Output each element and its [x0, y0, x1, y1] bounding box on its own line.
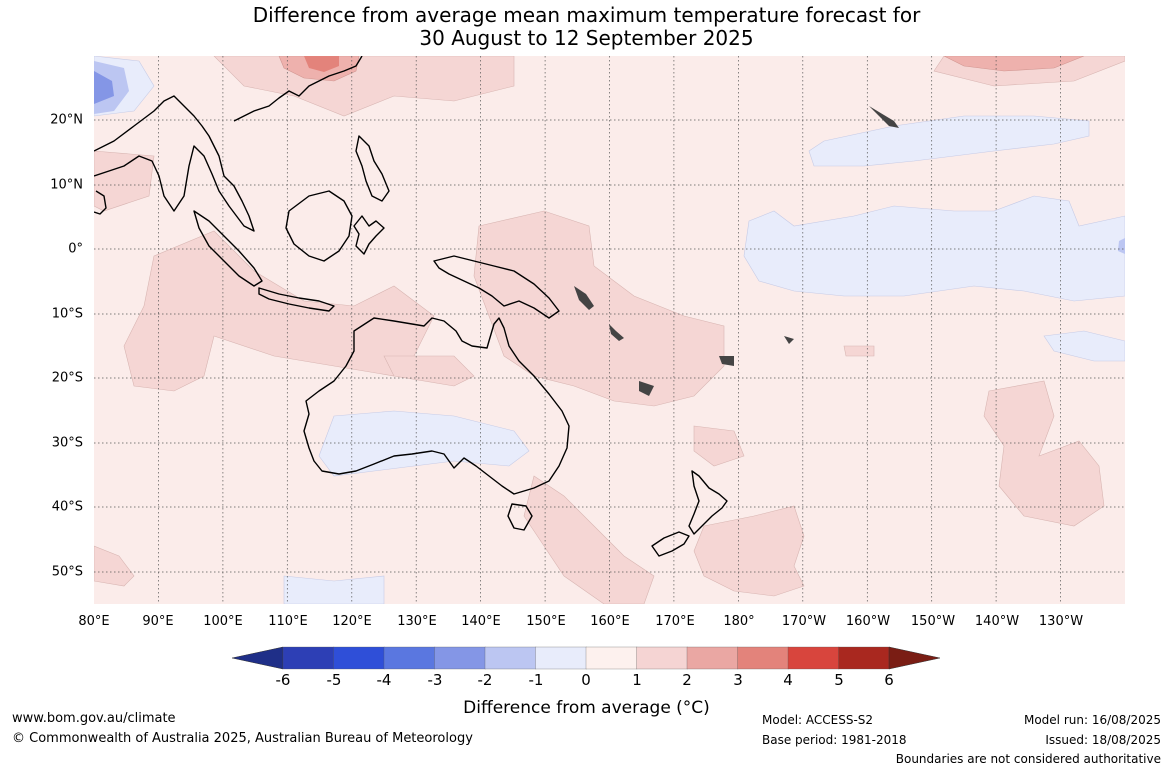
lat-label: 0°	[68, 241, 83, 257]
colorbar-label: Difference from average (°C)	[463, 698, 710, 718]
lat-label: 20°S	[51, 370, 83, 386]
new-guinea-coastline	[433, 255, 560, 319]
lat-label: 30°S	[51, 435, 83, 451]
lon-label: 120°E	[332, 614, 372, 629]
colorbar-segment	[686, 646, 739, 670]
colorbar-tick: -6	[275, 671, 291, 689]
philippines-coastline	[355, 135, 390, 202]
boundaries-disclaimer: Boundaries are not considered authoritat…	[895, 752, 1161, 766]
base-period: Base period: 1981-2018	[762, 733, 907, 747]
cold-anomaly-region-east	[1118, 238, 1125, 254]
australia-coastline	[303, 317, 570, 495]
colorbar-segment	[737, 646, 789, 670]
china-coastline	[233, 56, 363, 122]
colorbar-tick: -3	[427, 671, 443, 689]
issued-date: Issued: 18/08/2025	[1045, 733, 1161, 747]
asia-mainland-coastline	[94, 95, 255, 232]
colorbar-segment	[585, 646, 638, 670]
lon-label: 90°E	[142, 614, 174, 629]
map-title: Difference from average mean maximum tem…	[0, 4, 1173, 50]
colorbar-segment	[484, 646, 537, 670]
colorbar-tick: 0	[581, 671, 591, 689]
lon-label: 180°	[723, 614, 755, 629]
new-zealand-south-coastline	[651, 531, 690, 557]
hottest-anomaly-region	[304, 56, 339, 72]
colorbar-tick: -1	[528, 671, 544, 689]
graticule	[94, 56, 1125, 604]
colorbar-tick: 1	[632, 671, 642, 689]
colorbar-segment	[838, 646, 890, 670]
sri-lanka-coastline	[94, 190, 107, 215]
colorbar-tick: -4	[376, 671, 392, 689]
colorbar-tick: 5	[834, 671, 844, 689]
lon-label: 160°W	[845, 614, 891, 629]
java-coastline	[258, 287, 335, 312]
lon-label: 170°W	[781, 614, 827, 629]
lon-label: 150°E	[526, 614, 566, 629]
lat-label: 20°N	[50, 112, 83, 128]
lon-label: 140°W	[974, 614, 1020, 629]
lat-label: 40°S	[51, 499, 83, 515]
model-name: Model: ACCESS-S2	[762, 713, 874, 727]
lon-label: 170°E	[655, 614, 695, 629]
colorbar-extend-low	[232, 646, 284, 670]
sumatra-coastline	[193, 210, 263, 287]
copyright-text: © Commonwealth of Australia 2025, Austra…	[12, 731, 473, 746]
lon-label: 140°E	[461, 614, 501, 629]
tasmania-coastline	[507, 503, 533, 531]
cool-anomaly-regions	[94, 56, 1125, 604]
colder-anomaly-region	[94, 71, 114, 104]
colorbar-tick: -2	[477, 671, 493, 689]
sulawesi-coastline	[353, 215, 385, 255]
lon-label: 130°W	[1038, 614, 1084, 629]
colorbar-segment	[787, 646, 840, 670]
lon-label: 150°W	[910, 614, 956, 629]
coastlines	[94, 56, 728, 557]
colorbar-extend-high	[888, 646, 941, 670]
title-line-2: 30 August to 12 September 2025	[419, 26, 754, 50]
colorbar-segment	[383, 646, 436, 670]
warm-anomaly-regions	[94, 56, 1125, 604]
title-line-1: Difference from average mean maximum tem…	[252, 3, 921, 27]
colorbar-segment	[434, 646, 486, 670]
model-run-date: Model run: 16/08/2025	[1023, 713, 1161, 727]
lat-label: 50°S	[51, 564, 83, 580]
borneo-coastline	[285, 190, 353, 262]
new-zealand-north-coastline	[688, 470, 728, 535]
colorbar-tick: 2	[682, 671, 692, 689]
colorbar-segment	[282, 646, 335, 670]
temperature-anomaly-map	[94, 56, 1125, 604]
lon-label: 160°E	[590, 614, 630, 629]
pacific-islands	[574, 106, 899, 396]
colorbar-tick: 4	[783, 671, 793, 689]
lon-label: 110°E	[268, 614, 308, 629]
colorbar-tick: 6	[884, 671, 894, 689]
colorbar-tick: -5	[326, 671, 342, 689]
lon-label: 100°E	[203, 614, 243, 629]
colorbar-segment	[535, 646, 587, 670]
colorbar-tick: 3	[733, 671, 743, 689]
colorbar-segment	[333, 646, 385, 670]
lat-label: 10°S	[51, 306, 83, 322]
lon-label: 130°E	[397, 614, 437, 629]
lat-label: 10°N	[50, 177, 83, 193]
colorbar-segment	[636, 646, 688, 670]
lon-label: 80°E	[78, 614, 110, 629]
website-link[interactable]: www.bom.gov.au/climate	[12, 711, 176, 726]
colorbar	[232, 646, 941, 670]
